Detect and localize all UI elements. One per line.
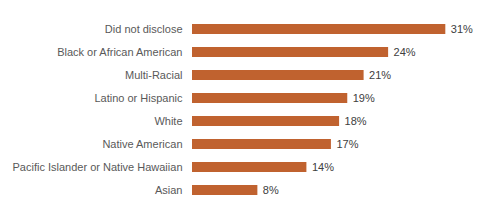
svg-text:14%: 14% xyxy=(312,161,334,173)
svg-text:21%: 21% xyxy=(369,69,391,81)
svg-text:Asian: Asian xyxy=(155,184,183,196)
svg-text:18%: 18% xyxy=(345,115,367,127)
svg-text:Pacific Islander or Native Haw: Pacific Islander or Native Hawaiian xyxy=(13,161,183,173)
svg-text:Did not disclose: Did not disclose xyxy=(105,23,183,35)
svg-text:24%: 24% xyxy=(394,46,416,58)
svg-text:White: White xyxy=(154,115,182,127)
svg-text:Latino or Hispanic: Latino or Hispanic xyxy=(94,92,183,104)
svg-text:17%: 17% xyxy=(336,138,358,150)
svg-text:Native American: Native American xyxy=(102,138,182,150)
svg-text:Multi-Racial: Multi-Racial xyxy=(125,69,182,81)
svg-text:Black or African American: Black or African American xyxy=(57,46,182,58)
svg-text:19%: 19% xyxy=(353,92,375,104)
svg-text:31%: 31% xyxy=(451,23,473,35)
svg-text:8%: 8% xyxy=(263,184,279,196)
